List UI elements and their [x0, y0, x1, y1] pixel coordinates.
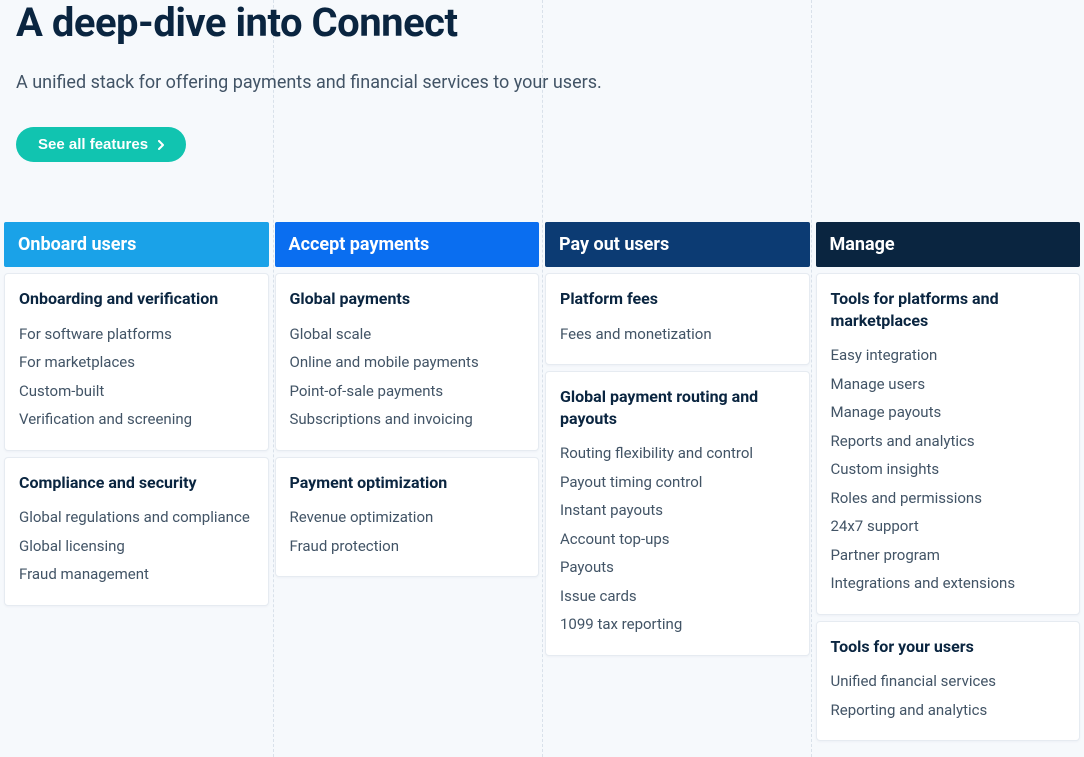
feature-link-manage-payouts[interactable]: Manage payouts [831, 398, 1066, 427]
feature-card-platform-fees: Platform fees Fees and monetization [545, 273, 810, 365]
feature-link-account-top-ups[interactable]: Account top-ups [560, 525, 795, 554]
feature-link-subscriptions-and-invoicing[interactable]: Subscriptions and invoicing [290, 405, 525, 434]
feature-link-point-of-sale-payments[interactable]: Point-of-sale payments [290, 377, 525, 406]
cta-label: See all features [38, 136, 148, 153]
feature-link-revenue-optimization[interactable]: Revenue optimization [290, 503, 525, 532]
feature-link-reports-and-analytics[interactable]: Reports and analytics [831, 427, 1066, 456]
column-header-accept-payments[interactable]: Accept payments [275, 222, 540, 267]
feature-link-reporting-and-analytics[interactable]: Reporting and analytics [831, 696, 1066, 725]
page-title: A deep-dive into Connect [16, 0, 1068, 46]
feature-list: Global regulations and complianceGlobal … [19, 503, 254, 589]
feature-card-compliance-and-security: Compliance and security Global regulation… [4, 457, 269, 606]
feature-link-roles-and-permissions[interactable]: Roles and permissions [831, 484, 1066, 513]
feature-link-instant-payouts[interactable]: Instant payouts [560, 496, 795, 525]
feature-link-issue-cards[interactable]: Issue cards [560, 582, 795, 611]
feature-card-tools-for-your-users: Tools for your users Unified financial se… [816, 621, 1081, 742]
card-title: Onboarding and verification [19, 288, 254, 310]
card-title: Tools for platforms and marketplaces [831, 288, 1066, 331]
column-manage: Manage Tools for platforms and marketplac… [816, 222, 1081, 747]
feature-link-routing-flexibility-and-control[interactable]: Routing flexibility and control [560, 439, 795, 468]
column-header-manage[interactable]: Manage [816, 222, 1081, 267]
column-accept-payments: Accept payments Global payments Global sca… [275, 222, 540, 747]
feature-card-onboarding-and-verification: Onboarding and verification For software … [4, 273, 269, 451]
column-header-pay-out-users[interactable]: Pay out users [545, 222, 810, 267]
feature-link-manage-users[interactable]: Manage users [831, 370, 1066, 399]
feature-link-custom-insights[interactable]: Custom insights [831, 455, 1066, 484]
feature-link-unified-financial-services[interactable]: Unified financial services [831, 667, 1066, 696]
feature-card-tools-for-platforms-and-marketplaces: Tools for platforms and marketplaces Easy… [816, 273, 1081, 615]
see-all-features-button[interactable]: See all features [16, 127, 186, 162]
card-title: Tools for your users [831, 636, 1066, 658]
feature-link-custom-built[interactable]: Custom-built [19, 377, 254, 406]
feature-link-24x7-support[interactable]: 24x7 support [831, 512, 1066, 541]
feature-link-fraud-protection[interactable]: Fraud protection [290, 532, 525, 561]
feature-link-fees-and-monetization[interactable]: Fees and monetization [560, 320, 795, 349]
feature-link-payout-timing-control[interactable]: Payout timing control [560, 468, 795, 497]
feature-link-global-scale[interactable]: Global scale [290, 320, 525, 349]
feature-link-payouts[interactable]: Payouts [560, 553, 795, 582]
feature-link-global-regulations-and-compliance[interactable]: Global regulations and compliance [19, 503, 254, 532]
card-title: Platform fees [560, 288, 795, 310]
feature-link-partner-program[interactable]: Partner program [831, 541, 1066, 570]
feature-link-easy-integration[interactable]: Easy integration [831, 341, 1066, 370]
chevron-right-icon [156, 140, 166, 150]
feature-link-integrations-and-extensions[interactable]: Integrations and extensions [831, 569, 1066, 598]
feature-list: Easy integrationManage usersManage payou… [831, 341, 1066, 598]
feature-link-fraud-management[interactable]: Fraud management [19, 560, 254, 589]
column-pay-out-users: Pay out users Platform fees Fees and monet… [545, 222, 810, 747]
feature-link-global-licensing[interactable]: Global licensing [19, 532, 254, 561]
feature-list: Routing flexibility and controlPayout ti… [560, 439, 795, 639]
card-title: Global payment routing and payouts [560, 386, 795, 429]
page-root: A deep-dive into Connect A unified stack… [0, 0, 1084, 757]
page-subtitle: A unified stack for offering payments an… [16, 72, 1068, 93]
card-title: Global payments [290, 288, 525, 310]
feature-link-for-marketplaces[interactable]: For marketplaces [19, 348, 254, 377]
feature-card-payment-optimization: Payment optimization Revenue optimization… [275, 457, 540, 578]
feature-columns: Onboard users Onboarding and verification… [0, 222, 1084, 747]
feature-link-online-and-mobile-payments[interactable]: Online and mobile payments [290, 348, 525, 377]
feature-list: Global scaleOnline and mobile paymentsPo… [290, 320, 525, 434]
feature-list: For software platformsFor marketplacesCu… [19, 320, 254, 434]
hero-section: A deep-dive into Connect A unified stack… [0, 0, 1084, 222]
feature-list: Unified financial servicesReporting and … [831, 667, 1066, 724]
card-title: Compliance and security [19, 472, 254, 494]
column-onboard-users: Onboard users Onboarding and verification… [4, 222, 269, 747]
feature-list: Fees and monetization [560, 320, 795, 349]
column-header-onboard-users[interactable]: Onboard users [4, 222, 269, 267]
feature-card-global-payment-routing-and-payouts: Global payment routing and payouts Routin… [545, 371, 810, 656]
feature-list: Revenue optimizationFraud protection [290, 503, 525, 560]
feature-link-for-software-platforms[interactable]: For software platforms [19, 320, 254, 349]
feature-link-verification-and-screening[interactable]: Verification and screening [19, 405, 254, 434]
card-title: Payment optimization [290, 472, 525, 494]
feature-link-1099-tax-reporting[interactable]: 1099 tax reporting [560, 610, 795, 639]
feature-card-global-payments: Global payments Global scaleOnline and mo… [275, 273, 540, 451]
